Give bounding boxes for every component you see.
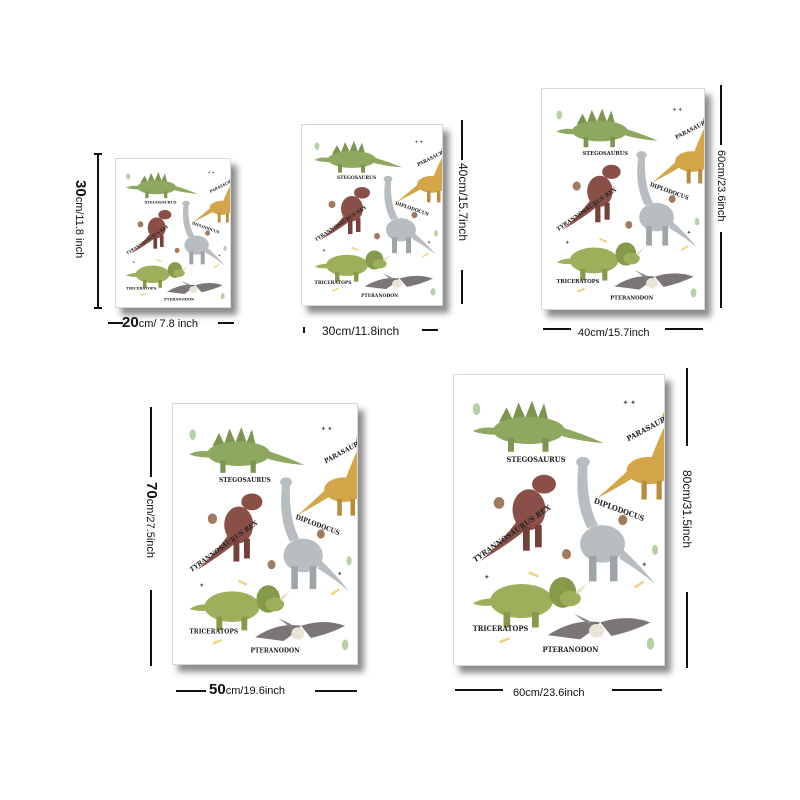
height-text: 60cm/23.6inch — [715, 150, 727, 222]
width-dimension-line — [455, 689, 503, 691]
height-dimension-line — [686, 592, 688, 668]
width-label-30x40: 30cm/11.8inch — [322, 322, 399, 340]
width-label-40x60: 40cm/15.7inch — [578, 323, 650, 341]
height-text: 40cm/15.7inch — [456, 163, 470, 242]
height-unit: cm/11.8 inch — [73, 196, 85, 259]
width-dimension-line — [612, 689, 662, 691]
width-dimension-line — [422, 329, 438, 331]
width-dimension-line — [543, 328, 571, 330]
height-dimension-line — [461, 270, 463, 304]
width-text: 60cm/23.6inch — [513, 687, 585, 699]
height-label-40x60: 60cm/23.6inch — [713, 150, 731, 222]
width-unit: cm/19.6inch — [225, 685, 285, 697]
height-dimension-line — [720, 85, 722, 145]
width-dimension-line — [303, 327, 305, 333]
width-label-60x80: 60cm/23.6inch — [513, 683, 585, 701]
height-dimension-line — [94, 307, 102, 309]
width-dimension-line — [665, 328, 703, 330]
height-dimension-line — [97, 153, 99, 309]
height-unit: cm/27.5inch — [144, 498, 156, 558]
width-text: 40cm/15.7inch — [578, 327, 650, 339]
width-text: 30cm/11.8inch — [322, 324, 400, 338]
width-dimension-line — [315, 690, 357, 692]
height-dimension-line — [94, 153, 102, 155]
height-label-60x80: 80cm/31.5inch — [678, 470, 696, 548]
height-number: 30 — [72, 180, 89, 197]
width-dimension-line — [218, 322, 234, 324]
poster-40x60 — [541, 88, 705, 310]
height-dimension-line — [150, 590, 152, 666]
height-number: 70 — [143, 482, 160, 499]
width-dimension-line — [108, 322, 123, 324]
width-dimension-line — [176, 690, 206, 692]
poster-20x30 — [115, 158, 231, 308]
width-unit: cm/ 7.8 inch — [138, 318, 198, 330]
height-label-20x30: 30cm/11.8 inch — [71, 180, 89, 258]
height-text: 80cm/31.5inch — [680, 470, 694, 549]
poster-60x80 — [453, 374, 665, 666]
width-number: 50 — [209, 681, 226, 698]
height-dimension-line — [720, 232, 722, 308]
width-label-50x70: 50cm/19.6inch — [209, 681, 285, 699]
height-label-50x70: 70cm/27.5inch — [142, 482, 160, 558]
width-number: 20 — [122, 314, 139, 331]
height-dimension-line — [461, 120, 463, 160]
height-label-30x40: 40cm/15.7inch — [454, 163, 472, 241]
height-dimension-line — [686, 368, 688, 446]
width-label-20x30: 20cm/ 7.8 inch — [122, 314, 198, 332]
poster-30x40 — [301, 124, 443, 306]
poster-50x70 — [172, 403, 358, 665]
height-dimension-line — [150, 407, 152, 477]
